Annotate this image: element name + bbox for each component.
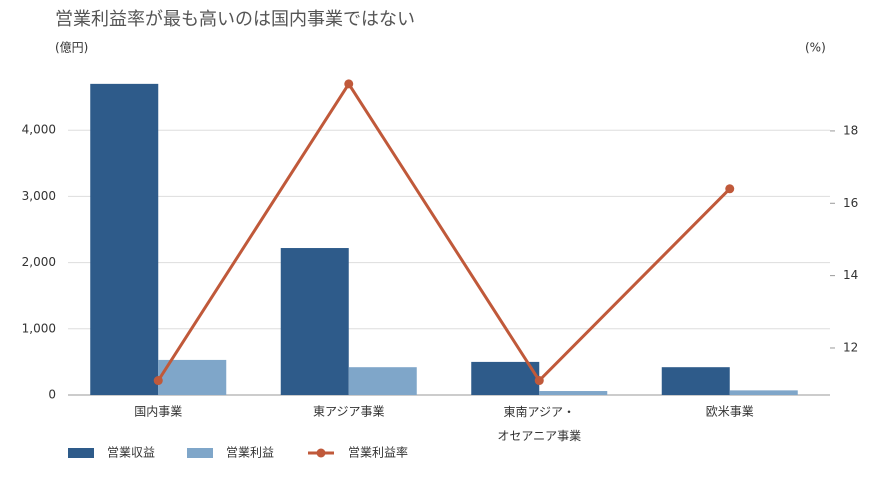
line-point [534, 376, 544, 386]
bar [348, 367, 417, 395]
line-point [725, 184, 735, 194]
x-tick-label: 東アジア事業 [313, 405, 385, 419]
bar [539, 391, 608, 395]
bar [280, 248, 349, 395]
line-point [344, 79, 354, 89]
y-tick-label: 2,000 [22, 255, 56, 269]
y-tick-label: 4,000 [22, 123, 56, 137]
y2-tick-label: 16 [843, 196, 858, 210]
line-point [153, 376, 163, 386]
y2-tick-label: 14 [843, 268, 858, 282]
bar [158, 359, 227, 395]
legend-label: 営業利益 [226, 446, 274, 460]
legend-swatch [187, 448, 213, 458]
y-axis-label: (億円) [55, 41, 88, 55]
chart-title: 営業利益率が最も高いのは国内事業ではない [55, 9, 415, 30]
legend-swatch [68, 448, 94, 458]
y2-tick-label: 12 [843, 340, 858, 354]
y2-axis-label: (%) [805, 41, 826, 55]
bar [471, 361, 540, 395]
x-tick-label: 欧米事業 [706, 405, 754, 419]
bar [661, 367, 730, 395]
y-tick-label: 0 [48, 388, 56, 402]
x-tick-label: 国内事業 [134, 405, 182, 419]
y-tick-label: 1,000 [22, 321, 56, 335]
x-tick-label: 東南アジア・オセアニア事業 [497, 404, 581, 443]
line [156, 81, 731, 383]
bar [90, 83, 159, 396]
bar [729, 390, 798, 395]
legend-label: 営業収益 [107, 446, 155, 460]
y-tick-label: 3,000 [22, 189, 56, 203]
legend-marker [316, 448, 326, 458]
legend-label: 営業利益率 [348, 445, 408, 460]
y2-tick-label: 18 [843, 123, 858, 137]
